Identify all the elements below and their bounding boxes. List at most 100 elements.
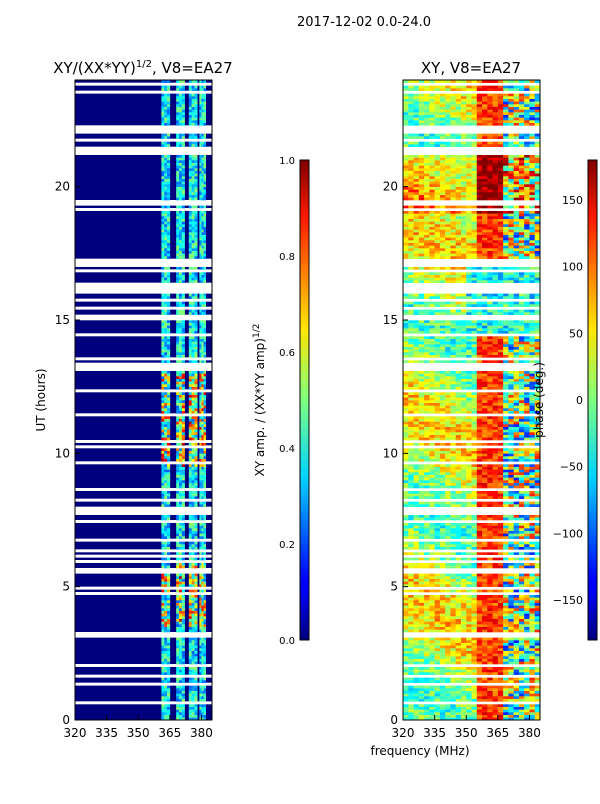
amplitude-cell — [201, 573, 203, 576]
amplitude-cell — [182, 371, 185, 374]
phase-cell — [482, 392, 488, 395]
amplitude-cell — [176, 432, 179, 435]
phase-cell — [477, 400, 483, 403]
phase-cell — [466, 517, 472, 520]
phase-cell — [456, 427, 462, 430]
phase-cell — [472, 397, 478, 400]
phase-cell — [424, 595, 430, 598]
phase-cell — [487, 384, 493, 387]
phase-cell — [487, 448, 493, 451]
amplitude-cell — [194, 597, 197, 600]
amplitude-cell — [179, 376, 182, 379]
amplitude-cell — [194, 219, 197, 222]
amplitude-cell — [167, 437, 170, 440]
amplitude-cell — [192, 341, 195, 344]
amplitude-cell — [204, 168, 206, 171]
phase-cell — [472, 523, 478, 526]
amplitude-cell — [199, 680, 201, 683]
phase-gap-row — [403, 568, 540, 571]
phase-cell — [440, 405, 446, 408]
amplitude-cell — [182, 304, 185, 307]
phase-cell — [487, 685, 493, 688]
phase-cell — [414, 437, 420, 440]
phase-cell — [482, 715, 488, 718]
amplitude-cell — [167, 280, 170, 283]
amplitude-cell — [204, 448, 206, 451]
amplitude-cell — [179, 653, 182, 656]
amplitude-cell — [167, 483, 170, 486]
phase-cell — [524, 432, 530, 435]
amplitude-cell — [167, 637, 170, 640]
phase-cell — [508, 656, 514, 659]
phase-cell — [414, 504, 420, 507]
amplitude-cell — [194, 104, 197, 107]
amplitude-cell — [182, 627, 185, 630]
amplitude-cell — [204, 429, 206, 432]
amplitude-cell — [201, 648, 203, 651]
amplitude-cell — [161, 213, 164, 216]
phase-cell — [487, 451, 493, 454]
amplitude-cell — [199, 456, 201, 459]
phase-cell — [461, 515, 467, 518]
amplitude-cell — [201, 483, 203, 486]
amplitude-cell — [189, 485, 192, 488]
amplitude-cell — [204, 643, 206, 646]
phase-cell — [450, 653, 456, 656]
phase-cell — [519, 419, 525, 422]
phase-cell — [498, 525, 504, 528]
amplitude-cell — [189, 371, 192, 374]
phase-cell — [424, 629, 430, 632]
phase-cell — [482, 533, 488, 536]
amplitude-cell — [194, 432, 197, 435]
phase-cell — [414, 533, 420, 536]
amplitude-cell — [161, 184, 164, 187]
phase-cell — [429, 563, 435, 566]
amplitude-cell — [182, 469, 185, 472]
phase-cell — [498, 699, 504, 702]
amplitude-cell — [199, 160, 201, 163]
amplitude-cell — [204, 581, 206, 584]
amplitude-cell — [189, 181, 192, 184]
phase-cell — [472, 581, 478, 584]
phase-cell — [403, 379, 409, 382]
phase-cell — [519, 483, 525, 486]
phase-cell — [466, 597, 472, 600]
phase-cell — [424, 403, 430, 406]
phase-cell — [445, 637, 451, 640]
phase-cell — [529, 605, 535, 608]
amplitude-cell — [182, 419, 185, 422]
phase-cell — [445, 408, 451, 411]
amplitude-cell — [189, 115, 192, 118]
amplitude-cell — [201, 685, 203, 688]
phase-cell — [435, 483, 441, 486]
amplitude-cell — [167, 669, 170, 672]
phase-cell — [529, 680, 535, 683]
amplitude-cell — [161, 117, 164, 120]
phase-cell — [403, 469, 409, 472]
amplitude-cell — [192, 576, 195, 579]
phase-cell — [445, 712, 451, 715]
phase-cell — [461, 669, 467, 672]
amplitude-cell — [204, 443, 206, 446]
amplitude-cell — [201, 376, 203, 379]
amplitude-cell — [204, 656, 206, 659]
amplitude-cell — [201, 216, 203, 219]
amplitude-cell — [179, 344, 182, 347]
phase-cell — [419, 531, 425, 534]
amplitude-cell — [204, 163, 206, 166]
amplitude-cell — [161, 379, 164, 382]
phase-cell — [445, 504, 451, 507]
amplitude-cell — [179, 643, 182, 646]
phase-cell — [529, 531, 535, 534]
phase-cell — [435, 608, 441, 611]
phase-cell — [466, 469, 472, 472]
amplitude-gap-row — [75, 635, 212, 638]
phase-cell — [461, 637, 467, 640]
phase-cell — [450, 400, 456, 403]
amplitude-cell — [194, 197, 197, 200]
phase-cell — [403, 605, 409, 608]
amplitude-cell — [204, 421, 206, 424]
phase-cell — [477, 491, 483, 494]
phase-cell — [503, 611, 509, 614]
phase-cell — [514, 581, 520, 584]
